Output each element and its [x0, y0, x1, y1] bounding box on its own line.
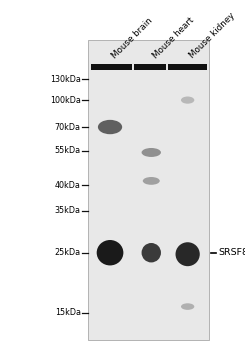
Text: Mouse brain: Mouse brain	[110, 16, 154, 60]
Ellipse shape	[181, 97, 194, 104]
Ellipse shape	[175, 242, 200, 266]
Text: Mouse heart: Mouse heart	[151, 15, 196, 60]
Bar	[91, 64, 132, 70]
Ellipse shape	[142, 243, 161, 262]
Text: 100kDa: 100kDa	[50, 96, 81, 105]
Text: 35kDa: 35kDa	[55, 206, 81, 215]
Text: 25kDa: 25kDa	[55, 248, 81, 257]
Ellipse shape	[181, 303, 194, 310]
Ellipse shape	[143, 177, 160, 185]
Ellipse shape	[142, 148, 161, 157]
Text: 15kDa: 15kDa	[55, 308, 81, 317]
Text: 55kDa: 55kDa	[55, 146, 81, 155]
Bar	[134, 64, 166, 70]
Ellipse shape	[97, 240, 123, 265]
Text: SRSF8: SRSF8	[218, 248, 245, 257]
Bar	[168, 64, 207, 70]
Text: 70kDa: 70kDa	[55, 122, 81, 132]
Text: 130kDa: 130kDa	[50, 75, 81, 84]
Text: Mouse kidney: Mouse kidney	[188, 11, 237, 60]
Bar	[88, 40, 209, 340]
Ellipse shape	[98, 120, 122, 134]
Text: 40kDa: 40kDa	[55, 181, 81, 190]
